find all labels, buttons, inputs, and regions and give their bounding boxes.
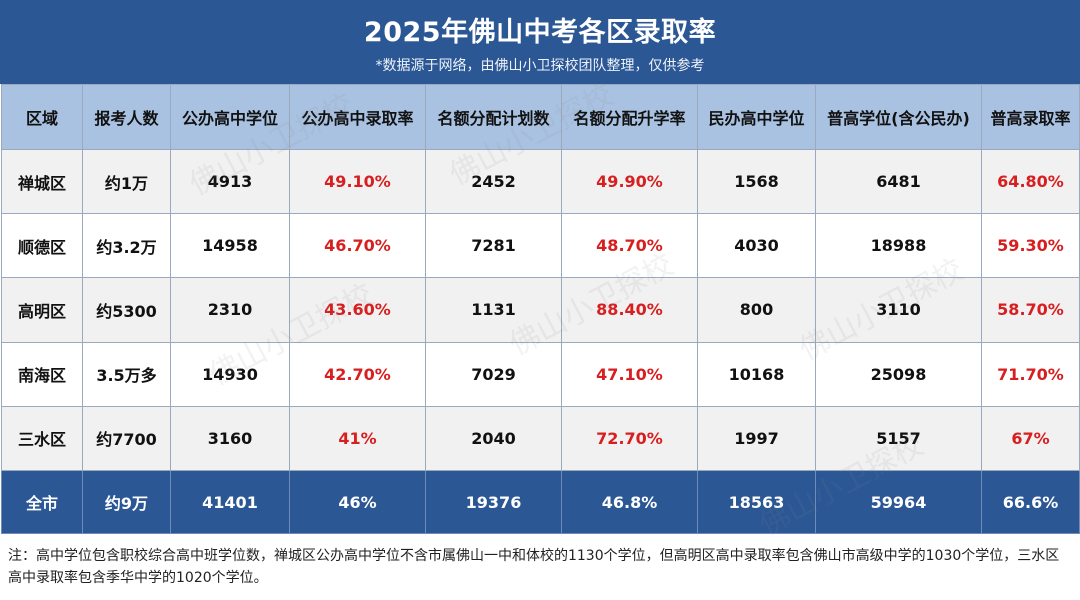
cell-quota-rate: 49.90% bbox=[561, 148, 698, 215]
cell-general-seats: 5157 bbox=[815, 405, 982, 472]
cell-applicants: 3.5万多 bbox=[82, 341, 171, 407]
cell-private-seats: 18563 bbox=[697, 470, 816, 534]
cell-region: 高明区 bbox=[1, 277, 83, 343]
table-row: 顺德区 约3.2万 14958 46.70% 7281 48.70% 4030 … bbox=[1, 213, 1080, 279]
column-header-row: 区域 报考人数 公办高中学位 公办高中录取率 名额分配计划数 名额分配升学率 民… bbox=[1, 84, 1080, 150]
cell-region: 顺德区 bbox=[1, 213, 83, 279]
cell-general-seats: 25098 bbox=[815, 341, 982, 407]
cell-public-rate: 41% bbox=[289, 405, 426, 472]
cell-quota-rate: 72.70% bbox=[561, 405, 698, 472]
cell-quota-rate: 88.40% bbox=[561, 277, 698, 343]
table-row: 禅城区 约1万 4913 49.10% 2452 49.90% 1568 648… bbox=[1, 148, 1080, 215]
column-header-public-rate: 公办高中录取率 bbox=[289, 84, 426, 150]
cell-public-rate: 46.70% bbox=[289, 213, 426, 279]
column-header-quota-rate: 名额分配升学率 bbox=[561, 84, 698, 150]
cell-private-seats: 10168 bbox=[697, 341, 816, 407]
column-header-public-seats: 公办高中学位 bbox=[170, 84, 290, 150]
cell-private-seats: 4030 bbox=[697, 213, 816, 279]
column-header-general-rate: 普高录取率 bbox=[981, 84, 1080, 150]
cell-quota-plan: 19376 bbox=[425, 470, 562, 534]
page-title: 2025年佛山中考各区录取率 bbox=[363, 17, 717, 48]
cell-general-rate: 64.80% bbox=[981, 148, 1080, 215]
cell-public-rate: 42.70% bbox=[289, 341, 426, 407]
cell-quota-rate: 47.10% bbox=[561, 341, 698, 407]
cell-public-seats: 41401 bbox=[170, 470, 290, 534]
cell-general-rate: 59.30% bbox=[981, 213, 1080, 279]
title-banner: 2025年佛山中考各区录取率 *数据源于网络，由佛山小卫探校团队整理，仅供参考 bbox=[0, 0, 1080, 84]
cell-quota-rate: 46.8% bbox=[561, 470, 698, 534]
cell-public-rate: 43.60% bbox=[289, 277, 426, 343]
cell-applicants: 约7700 bbox=[82, 405, 171, 472]
cell-general-rate: 67% bbox=[981, 405, 1080, 472]
cell-private-seats: 1997 bbox=[697, 405, 816, 472]
table-row: 南海区 3.5万多 14930 42.70% 7029 47.10% 10168… bbox=[1, 341, 1080, 407]
cell-applicants: 约1万 bbox=[82, 148, 171, 215]
column-header-region: 区域 bbox=[1, 84, 83, 150]
cell-general-seats: 3110 bbox=[815, 277, 982, 343]
cell-region: 三水区 bbox=[1, 405, 83, 472]
cell-region: 全市 bbox=[1, 470, 83, 534]
footnote: 注：高中学位包含职校综合高中班学位数，禅城区公办高中学位不含市属佛山一中和体校的… bbox=[8, 548, 1060, 586]
cell-region: 南海区 bbox=[1, 341, 83, 407]
table-row: 三水区 约7700 3160 41% 2040 72.70% 1997 5157… bbox=[1, 405, 1080, 472]
cell-private-seats: 800 bbox=[697, 277, 816, 343]
cell-applicants: 约9万 bbox=[82, 470, 171, 534]
cell-general-rate: 58.70% bbox=[981, 277, 1080, 343]
cell-quota-plan: 7029 bbox=[425, 341, 562, 407]
cell-quota-plan: 2452 bbox=[425, 148, 562, 215]
cell-general-seats: 6481 bbox=[815, 148, 982, 215]
cell-public-seats: 14958 bbox=[170, 213, 290, 279]
cell-quota-rate: 48.70% bbox=[561, 213, 698, 279]
cell-public-rate: 46% bbox=[289, 470, 426, 534]
column-header-private-seats: 民办高中学位 bbox=[697, 84, 816, 150]
cell-quota-plan: 2040 bbox=[425, 405, 562, 472]
cell-region: 禅城区 bbox=[1, 148, 83, 215]
cell-applicants: 约3.2万 bbox=[82, 213, 171, 279]
cell-applicants: 约5300 bbox=[82, 277, 171, 343]
cell-general-seats: 18988 bbox=[815, 213, 982, 279]
cell-public-seats: 2310 bbox=[170, 277, 290, 343]
table-row: 高明区 约5300 2310 43.60% 1131 88.40% 800 31… bbox=[1, 277, 1080, 343]
cell-general-seats: 59964 bbox=[815, 470, 982, 534]
admission-rate-table: 区域 报考人数 公办高中学位 公办高中录取率 名额分配计划数 名额分配升学率 民… bbox=[1, 84, 1080, 534]
column-header-general-seats: 普高学位(含公民办) bbox=[815, 84, 982, 150]
cell-general-rate: 66.6% bbox=[981, 470, 1080, 534]
cell-quota-plan: 7281 bbox=[425, 213, 562, 279]
cell-public-seats: 4913 bbox=[170, 148, 290, 215]
cell-public-seats: 14930 bbox=[170, 341, 290, 407]
cell-general-rate: 71.70% bbox=[981, 341, 1080, 407]
cell-quota-plan: 1131 bbox=[425, 277, 562, 343]
cell-private-seats: 1568 bbox=[697, 148, 816, 215]
source-note: *数据源于网络，由佛山小卫探校团队整理，仅供参考 bbox=[375, 58, 705, 74]
total-row: 全市 约9万 41401 46% 19376 46.8% 18563 59964… bbox=[1, 470, 1080, 534]
cell-public-rate: 49.10% bbox=[289, 148, 426, 215]
cell-public-seats: 3160 bbox=[170, 405, 290, 472]
column-header-applicants: 报考人数 bbox=[82, 84, 171, 150]
column-header-quota-plan: 名额分配计划数 bbox=[425, 84, 562, 150]
